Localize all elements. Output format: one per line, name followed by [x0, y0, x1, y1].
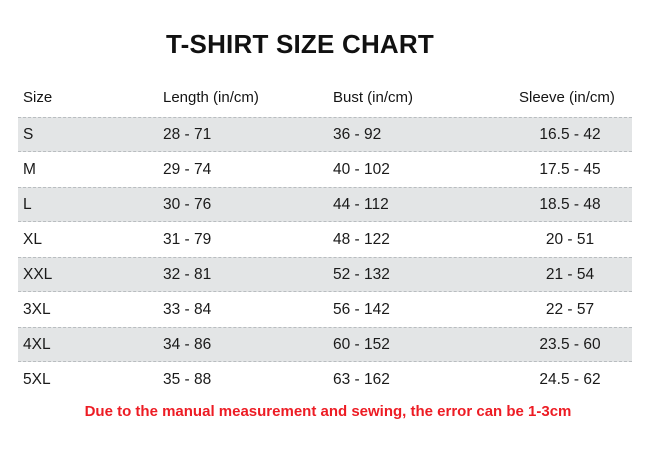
size-chart-table: Size Length (in/cm) Bust (in/cm) Sleeve … — [18, 78, 632, 397]
column-header-bust: Bust (in/cm) — [333, 89, 414, 106]
measurement-disclaimer: Due to the manual measurement and sewing… — [84, 403, 572, 420]
table-row: M 29 - 74 40 - 102 17.5 - 45 — [18, 152, 632, 187]
cell-bust: 40 - 102 — [333, 160, 390, 178]
cell-size: 4XL — [23, 335, 51, 353]
cell-sleeve: 16.5 - 42 — [539, 125, 601, 143]
cell-sleeve: 20 - 51 — [545, 230, 595, 248]
cell-size: XL — [23, 230, 42, 248]
cell-length: 29 - 74 — [163, 160, 212, 178]
cell-sleeve: 24.5 - 62 — [539, 370, 601, 388]
cell-sleeve: 23.5 - 60 — [539, 335, 601, 353]
cell-length: 28 - 71 — [163, 125, 212, 143]
cell-length: 34 - 86 — [163, 335, 212, 353]
cell-length: 32 - 81 — [163, 265, 212, 283]
cell-sleeve: 18.5 - 48 — [539, 195, 601, 213]
column-header-sleeve: Sleeve (in/cm) — [519, 89, 615, 106]
column-header-length: Length (in/cm) — [163, 89, 259, 106]
table-row: 4XL 34 - 86 60 - 152 23.5 - 60 — [18, 327, 632, 362]
table-row: 5XL 35 - 88 63 - 162 24.5 - 62 — [18, 362, 632, 397]
cell-length: 30 - 76 — [163, 195, 212, 213]
cell-sleeve: 22 - 57 — [545, 300, 595, 318]
cell-size: 5XL — [23, 370, 51, 388]
table-row: S 28 - 71 36 - 92 16.5 - 42 — [18, 117, 632, 152]
cell-size: 3XL — [23, 300, 51, 318]
table-row: XL 31 - 79 48 - 122 20 - 51 — [18, 222, 632, 257]
cell-bust: 44 - 112 — [333, 195, 389, 213]
cell-bust: 52 - 132 — [333, 265, 390, 283]
table-row: XXL 32 - 81 52 - 132 21 - 54 — [18, 257, 632, 292]
cell-bust: 63 - 162 — [333, 370, 390, 388]
table-row: L 30 - 76 44 - 112 18.5 - 48 — [18, 187, 632, 222]
cell-size: XXL — [23, 265, 53, 283]
cell-bust: 56 - 142 — [333, 300, 390, 318]
table-row: 3XL 33 - 84 56 - 142 22 - 57 — [18, 292, 632, 327]
cell-sleeve: 17.5 - 45 — [539, 160, 601, 178]
page-title: T-SHIRT SIZE CHART — [166, 29, 434, 59]
cell-length: 33 - 84 — [163, 300, 212, 318]
cell-bust: 36 - 92 — [333, 125, 382, 143]
column-header-size: Size — [23, 89, 53, 106]
cell-bust: 48 - 122 — [333, 230, 390, 248]
cell-sleeve: 21 - 54 — [545, 265, 595, 283]
cell-bust: 60 - 152 — [333, 335, 390, 353]
cell-length: 35 - 88 — [163, 370, 212, 388]
cell-size: S — [23, 125, 34, 143]
cell-size: M — [23, 160, 36, 178]
cell-length: 31 - 79 — [163, 230, 212, 248]
cell-size: L — [23, 195, 32, 213]
table-header-row: Size Length (in/cm) Bust (in/cm) Sleeve … — [18, 78, 632, 117]
